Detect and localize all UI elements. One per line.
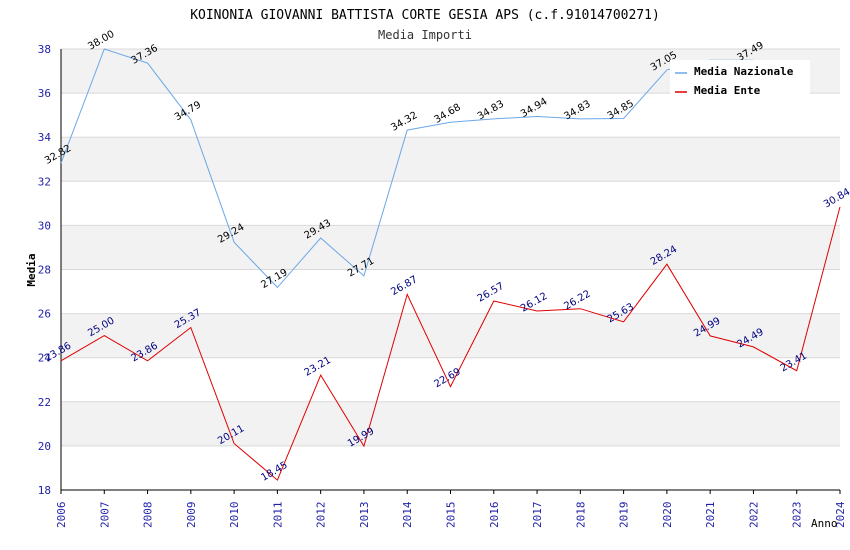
x-tick-label: 2018: [574, 502, 587, 529]
plot-band: [61, 401, 840, 446]
data-label-media-ente: 26.87: [389, 274, 419, 298]
y-tick-label: 22: [38, 396, 51, 409]
plot-band: [61, 137, 840, 182]
x-tick-label: 2009: [185, 502, 198, 529]
chart-title: KOINONIA GIOVANNI BATTISTA CORTE GESIA A…: [190, 8, 660, 23]
series-layer: [60, 48, 841, 481]
y-tick-label: 32: [38, 175, 51, 188]
y-tick-label: 30: [38, 219, 51, 232]
series-line-media-ente: [60, 206, 841, 481]
x-tick-label: 2010: [228, 502, 241, 529]
y-tick-label: 36: [38, 87, 51, 100]
x-tick-label: 2012: [315, 502, 328, 529]
legend: Media Nazionale Media Ente: [670, 60, 810, 97]
y-axis-label: Media: [25, 253, 38, 286]
x-tick-label: 2008: [142, 502, 155, 529]
x-tick-label: 2014: [401, 501, 414, 528]
y-tick-label: 18: [38, 484, 51, 497]
data-label-media-ente: 22.69: [433, 366, 463, 390]
x-tick-label: 2023: [791, 502, 804, 529]
plot-band: [61, 225, 840, 270]
x-axis-label: Anno: [811, 517, 838, 530]
y-tick-label: 26: [38, 308, 51, 321]
y-tick-label: 20: [38, 440, 51, 453]
x-tick-label: 2015: [445, 502, 458, 529]
data-label-media-nazionale: 34.79: [173, 100, 203, 124]
legend-label-media-ente: Media Ente: [694, 84, 761, 97]
y-tick-label: 34: [38, 131, 52, 144]
data-label-media-ente: 23.21: [303, 355, 333, 379]
x-tick-label: 2006: [55, 502, 68, 529]
x-tick-label: 2022: [747, 502, 760, 529]
x-tick-label: 2024: [834, 501, 847, 528]
x-tick-label: 2021: [704, 502, 717, 529]
y-tick-label: 24: [38, 352, 52, 365]
chart-subtitle: Media Importi: [378, 28, 472, 42]
data-label-media-ente: 18.45: [259, 460, 289, 484]
x-tick-label: 2011: [271, 502, 284, 529]
grid-lines: [61, 48, 840, 491]
legend-label-media-nazionale: Media Nazionale: [694, 65, 794, 78]
data-label-media-ente: 23.86: [43, 341, 73, 365]
data-label-media-ente: 26.57: [476, 281, 506, 305]
legend-box: [670, 60, 810, 96]
x-tick-label: 2017: [531, 502, 544, 529]
data-label-media-nazionale: 27.19: [259, 267, 289, 291]
data-label-media-ente: 30.84: [822, 187, 850, 211]
x-tick-label: 2013: [358, 502, 371, 529]
data-label-media-nazionale: 34.32: [389, 110, 419, 134]
y-tick-label: 38: [38, 43, 51, 56]
y-tick-label: 28: [38, 264, 51, 277]
series-line-media-nazionale: [60, 48, 754, 289]
x-tick-label: 2016: [488, 502, 501, 529]
x-tick-label: 2007: [98, 502, 111, 529]
x-tick-label: 2019: [618, 502, 631, 529]
x-tick-label: 2020: [661, 502, 674, 529]
